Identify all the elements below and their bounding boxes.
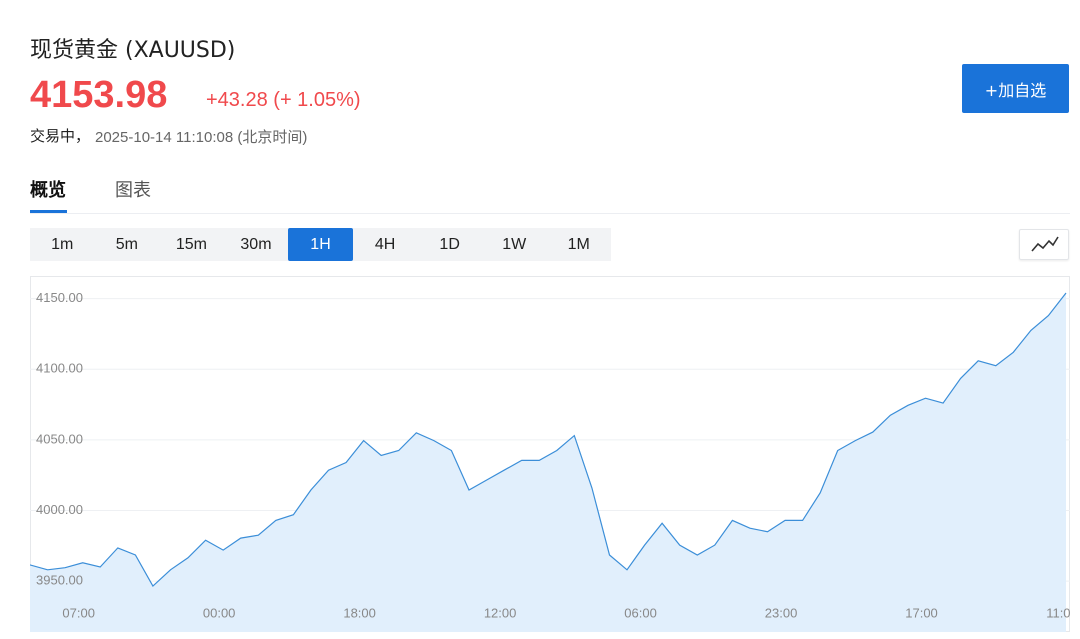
price-change: +43.28 (+ 1.05%) xyxy=(206,89,361,111)
x-tick-label: 17:00 xyxy=(905,605,938,620)
icon-line xyxy=(1031,236,1059,252)
y-tick-label: 4150.00 xyxy=(36,290,83,305)
interval-button[interactable]: 1D xyxy=(439,235,460,253)
tab-indicator xyxy=(30,210,67,213)
add-watchlist-button[interactable]: +加自选 xyxy=(962,64,1069,113)
interval-button[interactable]: 15m xyxy=(175,235,207,253)
x-tick-label: 00:00 xyxy=(203,605,236,620)
interval-bar: 1m 5m 15m 30m 1H 4H 1D 1W 1M xyxy=(30,228,611,261)
x-tick-label: 06:00 xyxy=(624,605,657,620)
tab-divider xyxy=(30,213,1070,214)
interval-button[interactable]: 1W xyxy=(502,235,527,253)
y-tick-label: 4100.00 xyxy=(36,361,83,376)
x-tick-label: 12:00 xyxy=(484,605,517,620)
y-tick-label: 4050.00 xyxy=(36,431,83,446)
tab[interactable]: 图表 xyxy=(115,180,151,201)
instrument-title: 现货黄金 (XAUUSD) xyxy=(30,38,236,63)
interval-button[interactable]: 4H xyxy=(374,235,396,253)
interval-button[interactable]: 1M xyxy=(567,235,590,253)
interval-button[interactable]: 5m xyxy=(115,235,138,253)
interval-button[interactable]: 1m xyxy=(51,235,74,253)
trading-status: 交易中， xyxy=(30,127,91,145)
x-tick-label: 18:00 xyxy=(343,605,376,620)
chart: 3950.00 4000.00 4050.00 4100.00 4150.00 07:00… xyxy=(30,276,1070,632)
chart-type-button[interactable] xyxy=(1019,229,1069,260)
x-tick-label: 07:00 xyxy=(62,605,95,620)
price: 4153.98 xyxy=(30,74,168,116)
area xyxy=(30,293,1066,632)
x-tick-label: 23:00 xyxy=(765,605,798,620)
interval-button[interactable]: 1H xyxy=(288,228,353,261)
y-tick-label: 4000.00 xyxy=(36,502,83,517)
interval-button[interactable]: 30m xyxy=(240,235,272,253)
tab[interactable]: 概览 xyxy=(30,180,66,201)
y-tick-label: 3950.00 xyxy=(36,573,83,588)
price-line xyxy=(30,292,1067,588)
x-tick-label: 11:00 xyxy=(1046,605,1070,620)
timestamp: 2025-10-14 11:10:08 (北京时间) xyxy=(95,129,308,146)
line-icon xyxy=(1031,236,1059,252)
